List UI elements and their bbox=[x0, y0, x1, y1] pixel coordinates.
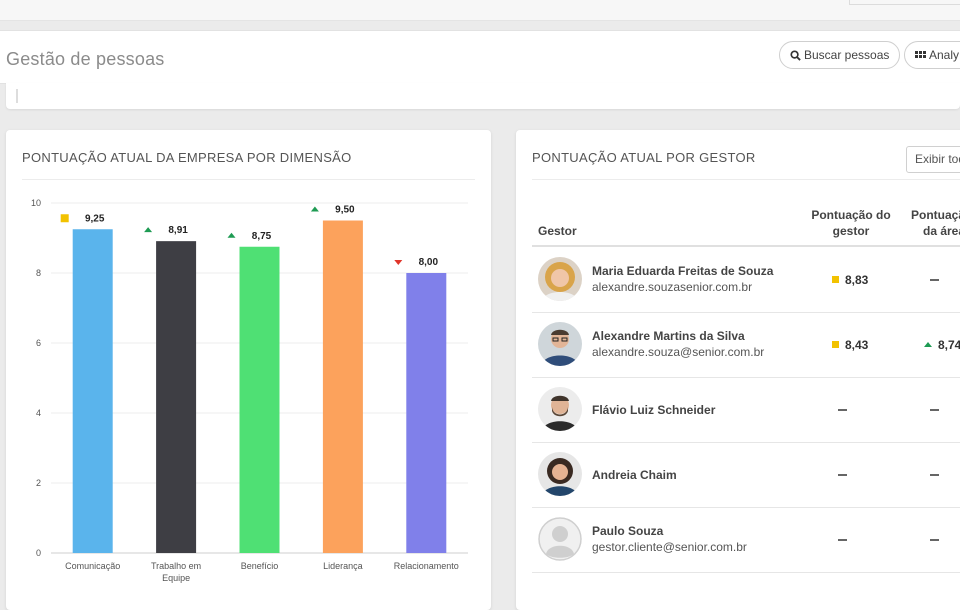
manager-score-value: 8,43 bbox=[845, 338, 869, 352]
data-label: 8,00 bbox=[419, 257, 439, 268]
area-score-value: 8,74 bbox=[938, 338, 960, 352]
manager-score: 8,43 bbox=[832, 338, 868, 352]
manager-row[interactable]: Paulo Souza gestor.cliente@senior.com.br bbox=[532, 507, 960, 573]
trend-up-icon bbox=[924, 342, 932, 347]
bar bbox=[406, 273, 447, 553]
manager-score-empty bbox=[838, 474, 847, 476]
column-header-gestor[interactable]: Gestor bbox=[538, 224, 577, 238]
manager-name: Andreia Chaim bbox=[592, 468, 677, 482]
y-tick-label: 2 bbox=[36, 478, 41, 488]
x-tick-label: Comunicação bbox=[65, 561, 120, 571]
company-score-card: PONTUAÇÃO ATUAL DA EMPRESA POR DIMENSÃO … bbox=[6, 130, 491, 610]
x-tick-label: Trabalho em bbox=[151, 561, 201, 571]
dimension-bar-chart: 0 2 4 6 8 10 9,25 Comunicação 8,91 Trabalho em Equ… bbox=[31, 198, 468, 583]
area-score-empty bbox=[930, 539, 939, 541]
sub-header-bar bbox=[6, 83, 960, 109]
trend-up-marker bbox=[310, 206, 319, 212]
avatar bbox=[538, 517, 582, 561]
x-tick-label: Benefício bbox=[241, 561, 279, 571]
top-strip-tab bbox=[849, 0, 960, 5]
avatar bbox=[538, 257, 582, 301]
bar bbox=[156, 241, 197, 553]
manager-score-title: PONTUAÇÃO ATUAL POR GESTOR bbox=[532, 150, 756, 165]
data-label: 9,25 bbox=[85, 213, 105, 224]
data-label: 9,50 bbox=[335, 205, 355, 216]
top-strip bbox=[0, 0, 960, 21]
area-score: 8,74 bbox=[924, 338, 960, 352]
show-all-filter[interactable]: Exibir tod bbox=[906, 146, 960, 173]
manager-row[interactable]: Alexandre Martins da Silva alexandre.souz… bbox=[532, 312, 960, 378]
column-header-score-gestor[interactable]: Pontuação do gestor bbox=[801, 207, 901, 239]
bar bbox=[322, 220, 363, 553]
analytics-label: Analy bbox=[929, 48, 960, 62]
x-tick-label: Equipe bbox=[162, 573, 190, 583]
page-header: Gestão de pessoas Buscar pessoas Analy bbox=[0, 30, 960, 84]
manager-score-card: PONTUAÇÃO ATUAL POR GESTOR Exibir tod Ge… bbox=[516, 130, 960, 610]
page-title: Gestão de pessoas bbox=[6, 49, 165, 69]
y-tick-label: 8 bbox=[36, 268, 41, 278]
company-score-title: PONTUAÇÃO ATUAL DA EMPRESA POR DIMENSÃO bbox=[22, 150, 352, 165]
area-score-empty bbox=[930, 474, 939, 476]
analytics-button[interactable]: Analy bbox=[904, 41, 960, 69]
trend-up-marker bbox=[144, 227, 153, 233]
column-header-score-area[interactable]: Pontuaçã da área bbox=[901, 207, 960, 239]
manager-score-empty bbox=[838, 409, 847, 411]
manager-score-empty bbox=[838, 539, 847, 541]
area-score-empty bbox=[930, 409, 939, 411]
manager-row[interactable]: Maria Eduarda Freitas de Souza alexandre.… bbox=[532, 247, 960, 313]
bar bbox=[72, 229, 113, 553]
manager-name: Maria Eduarda Freitas de Souza bbox=[592, 264, 774, 278]
sub-header-stub bbox=[16, 89, 18, 103]
bar bbox=[239, 246, 280, 553]
x-tick-label: Liderança bbox=[323, 561, 363, 571]
avatar bbox=[538, 452, 582, 496]
area-score-empty bbox=[930, 279, 939, 281]
manager-score-value: 8,83 bbox=[845, 273, 869, 287]
avatar bbox=[538, 322, 582, 366]
manager-email: alexandre.souzasenior.com.br bbox=[592, 280, 753, 294]
grid-icon bbox=[915, 51, 926, 58]
column-header-score-area-line2: da área bbox=[923, 224, 960, 238]
manager-score: 8,83 bbox=[832, 273, 868, 287]
table-header-separator bbox=[532, 245, 960, 247]
trend-neutral-icon bbox=[832, 341, 839, 348]
data-label: 8,75 bbox=[252, 231, 272, 242]
y-tick-label: 0 bbox=[36, 548, 41, 558]
column-header-score-area-line1: Pontuaçã bbox=[911, 208, 960, 222]
x-tick-label: Relacionamento bbox=[394, 561, 459, 571]
manager-email: gestor.cliente@senior.com.br bbox=[592, 540, 747, 554]
column-header-score-gestor-line1: Pontuação do bbox=[811, 208, 891, 222]
manager-name: Paulo Souza bbox=[592, 524, 664, 538]
y-tick-label: 6 bbox=[36, 338, 41, 348]
trend-down-marker bbox=[394, 260, 403, 265]
search-people-button[interactable]: Buscar pessoas bbox=[779, 41, 901, 69]
manager-row[interactable]: Andreia Chaim bbox=[532, 442, 960, 508]
manager-email: alexandre.souza@senior.com.br bbox=[592, 345, 765, 359]
column-header-score-gestor-line2: gestor bbox=[832, 224, 870, 238]
trend-neutral-marker bbox=[60, 214, 69, 223]
search-people-label: Buscar pessoas bbox=[804, 48, 890, 62]
manager-name: Alexandre Martins da Silva bbox=[592, 329, 745, 343]
manager-row[interactable]: Flávio Luiz Schneider bbox=[532, 377, 960, 443]
search-icon bbox=[790, 50, 801, 61]
trend-neutral-icon bbox=[832, 276, 839, 283]
manager-name: Flávio Luiz Schneider bbox=[592, 403, 716, 417]
data-label: 8,91 bbox=[168, 225, 188, 236]
y-tick-label: 10 bbox=[31, 198, 41, 208]
y-tick-label: 4 bbox=[36, 408, 41, 418]
trend-up-marker bbox=[227, 232, 236, 238]
card-divider bbox=[532, 179, 960, 180]
avatar bbox=[538, 387, 582, 431]
card-divider bbox=[22, 179, 475, 180]
